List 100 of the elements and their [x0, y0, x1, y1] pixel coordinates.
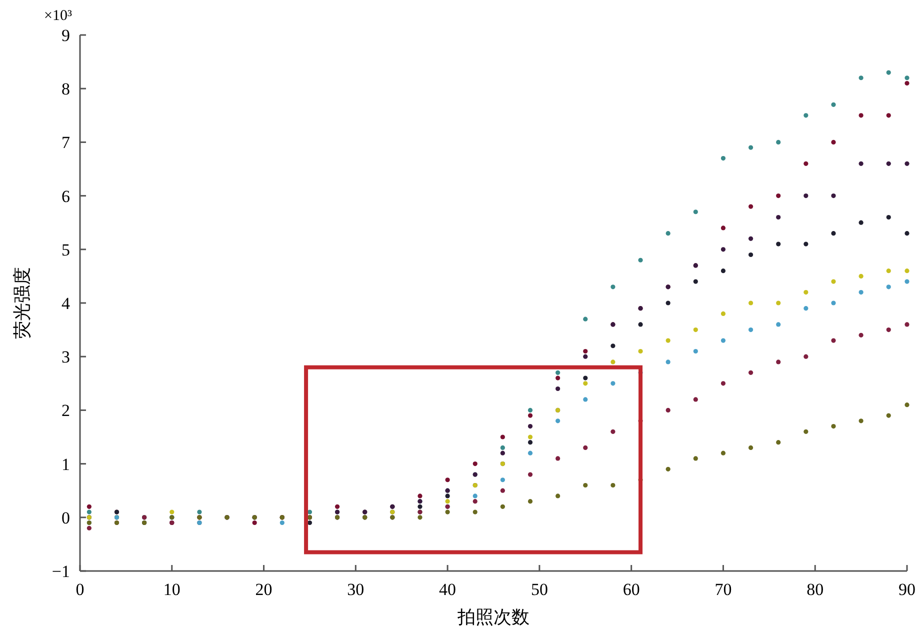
point — [858, 290, 864, 295]
point — [720, 226, 726, 230]
point — [886, 70, 891, 75]
point — [472, 510, 478, 514]
point — [445, 494, 450, 498]
point — [904, 279, 910, 284]
point — [858, 418, 864, 424]
point — [500, 478, 505, 482]
point — [583, 381, 588, 386]
point — [445, 499, 450, 504]
point — [170, 510, 174, 514]
point — [666, 360, 670, 364]
point — [528, 440, 533, 445]
point — [500, 488, 505, 493]
point — [556, 386, 560, 392]
point — [886, 161, 891, 166]
x-tick-label: 80 — [806, 580, 824, 599]
point — [528, 424, 533, 429]
y-tick-label: 2 — [62, 401, 70, 420]
point — [858, 161, 864, 166]
point — [693, 348, 698, 354]
point — [693, 328, 698, 332]
point — [252, 520, 257, 526]
point — [804, 306, 808, 311]
point — [472, 499, 478, 504]
x-tick-label: 70 — [714, 580, 732, 599]
point — [583, 445, 588, 450]
point — [528, 450, 533, 456]
x-tick-label: 60 — [622, 580, 640, 599]
point — [280, 520, 284, 526]
point — [804, 161, 808, 166]
point — [445, 510, 450, 514]
point — [831, 194, 836, 198]
point — [776, 214, 781, 220]
text: ×10³ — [44, 8, 72, 24]
point — [804, 242, 808, 246]
point — [748, 236, 754, 241]
point — [804, 113, 808, 118]
point — [886, 328, 891, 332]
y-tick-label: 0 — [62, 508, 70, 528]
point — [748, 370, 754, 375]
point — [858, 220, 864, 225]
point — [720, 311, 726, 316]
point — [418, 515, 422, 520]
point — [720, 338, 726, 343]
x-tick-label: 50 — [530, 580, 548, 599]
point — [804, 290, 808, 295]
point — [804, 354, 808, 359]
point — [445, 478, 450, 482]
point — [886, 214, 891, 220]
point — [858, 76, 864, 80]
point — [666, 408, 670, 412]
point — [666, 231, 670, 236]
point — [418, 494, 422, 498]
point — [638, 348, 643, 354]
point — [693, 279, 698, 284]
point — [610, 284, 616, 290]
point — [610, 429, 616, 434]
point — [720, 247, 726, 252]
point — [472, 494, 478, 498]
point — [858, 332, 864, 338]
point — [720, 156, 726, 161]
point — [831, 102, 836, 107]
point — [610, 360, 616, 364]
y-axis-title: 荧光强度 — [12, 267, 32, 339]
point — [583, 348, 588, 354]
y-tick-label: 8 — [62, 80, 70, 99]
point — [748, 204, 754, 209]
point — [904, 76, 910, 80]
point — [804, 194, 808, 198]
x-tick-label: 90 — [898, 580, 916, 599]
point — [886, 413, 891, 418]
point — [748, 445, 754, 450]
point — [528, 413, 533, 418]
point — [693, 210, 698, 214]
x-tick-label: 0 — [76, 580, 84, 599]
point — [720, 381, 726, 386]
point — [197, 510, 202, 514]
point — [583, 316, 588, 322]
point — [86, 510, 92, 514]
point — [904, 402, 910, 408]
y-tick-label: 7 — [62, 133, 70, 152]
point — [804, 429, 808, 434]
point — [886, 268, 891, 274]
point — [334, 504, 340, 509]
point — [831, 300, 836, 306]
point — [666, 300, 670, 306]
point — [776, 300, 781, 306]
y-tick-label: 9 — [62, 26, 70, 45]
point — [748, 328, 754, 332]
point — [858, 274, 864, 278]
point — [748, 300, 754, 306]
point — [776, 322, 781, 327]
point — [86, 526, 92, 530]
point — [904, 161, 910, 166]
point — [693, 456, 698, 461]
point — [500, 504, 505, 509]
point — [583, 482, 588, 488]
point — [610, 381, 616, 386]
point — [858, 113, 864, 118]
